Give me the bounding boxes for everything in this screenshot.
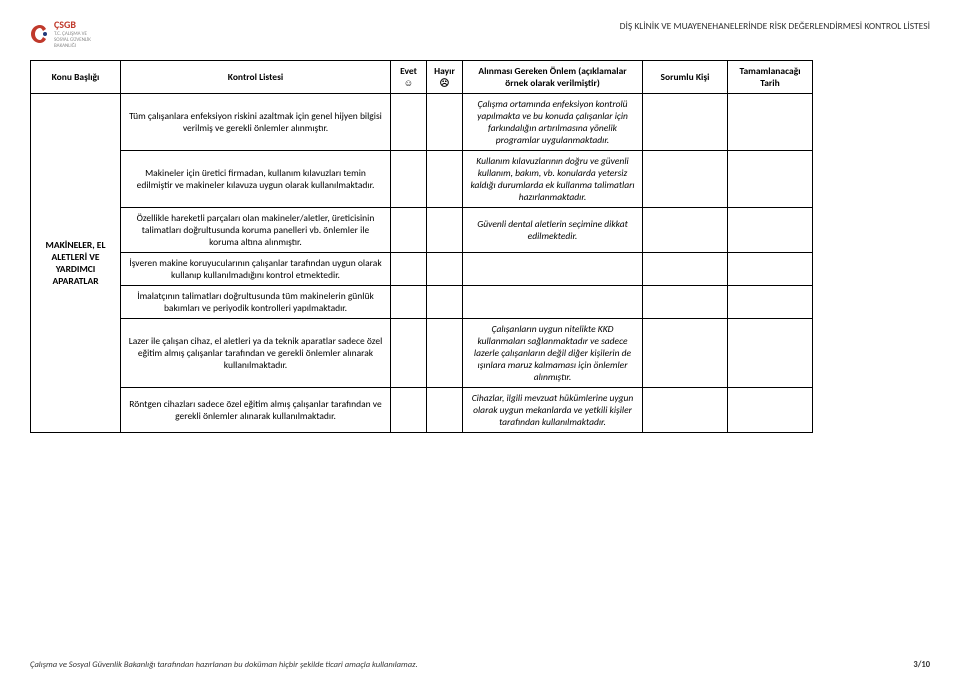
action-cell xyxy=(463,253,643,286)
smile-icon: ☺ xyxy=(404,77,414,89)
section-title-cell: MAKİNELER, EL ALETLERİ VE YARDIMCI APARA… xyxy=(31,94,121,433)
logo-subtext: BAKANLIĞI xyxy=(54,44,91,49)
action-cell xyxy=(463,286,643,319)
yes-cell[interactable] xyxy=(391,94,427,151)
yes-cell[interactable] xyxy=(391,319,427,388)
date-cell[interactable] xyxy=(728,94,813,151)
date-cell[interactable] xyxy=(728,208,813,253)
table-row: MAKİNELER, EL ALETLERİ VE YARDIMCI APARA… xyxy=(31,94,813,151)
col-header-responsible: Sorumlu Kişi xyxy=(643,61,728,94)
logo: ÇSGB T.C. ÇALIŞMA VE SOSYAL GÜVENLİK BAK… xyxy=(30,18,91,49)
col-header-checklist: Kontrol Listesi xyxy=(121,61,391,94)
table-row: Röntgen cihazları sadece özel eğitim alm… xyxy=(31,388,813,433)
responsible-cell[interactable] xyxy=(643,388,728,433)
col-header-topic: Konu Başlığı xyxy=(31,61,121,94)
checklist-cell: Özellikle hareketli parçaları olan makin… xyxy=(121,208,391,253)
logo-icon xyxy=(30,24,50,44)
checklist-cell: Tüm çalışanlara enfeksiyon riskini azalt… xyxy=(121,94,391,151)
action-cell: Cihazlar, ilgili mevzuat hükümlerine uyg… xyxy=(463,388,643,433)
table-row: Özellikle hareketli parçaları olan makin… xyxy=(31,208,813,253)
responsible-cell[interactable] xyxy=(643,286,728,319)
responsible-cell[interactable] xyxy=(643,319,728,388)
date-cell[interactable] xyxy=(728,151,813,208)
table-row: Lazer ile çalışan cihaz, el aletleri ya … xyxy=(31,319,813,388)
frown-icon: ☹ xyxy=(440,77,450,89)
no-cell[interactable] xyxy=(427,319,463,388)
checklist-cell: Lazer ile çalışan cihaz, el aletleri ya … xyxy=(121,319,391,388)
yes-cell[interactable] xyxy=(391,151,427,208)
no-label: Hayır xyxy=(433,65,456,77)
yes-cell[interactable] xyxy=(391,388,427,433)
page-number: 3/10 xyxy=(913,660,930,670)
checklist-cell: Makineler için üretici firmadan, kullanı… xyxy=(121,151,391,208)
checklist-cell: Röntgen cihazları sadece özel eğitim alm… xyxy=(121,388,391,433)
yes-cell[interactable] xyxy=(391,208,427,253)
col-header-action: Alınması Gereken Önlem (açıklamalar örne… xyxy=(463,61,643,94)
action-cell: Çalışma ortamında enfeksiyon kontrolü ya… xyxy=(463,94,643,151)
checklist-table: Konu Başlığı Kontrol Listesi Evet ☺ Hayı… xyxy=(30,60,813,433)
date-cell[interactable] xyxy=(728,319,813,388)
no-cell[interactable] xyxy=(427,94,463,151)
responsible-cell[interactable] xyxy=(643,208,728,253)
document-title: DİŞ KLİNİK VE MUAYENEHANELERİNDE RİSK DE… xyxy=(620,20,930,32)
checklist-cell: İşveren makine koruyucularının çalışanla… xyxy=(121,253,391,286)
responsible-cell[interactable] xyxy=(643,253,728,286)
date-cell[interactable] xyxy=(728,253,813,286)
table-row: İmalatçının talimatları doğrultusunda tü… xyxy=(31,286,813,319)
date-cell[interactable] xyxy=(728,286,813,319)
yes-cell[interactable] xyxy=(391,286,427,319)
action-cell: Güvenli dental aletlerin seçimine dikkat… xyxy=(463,208,643,253)
footer-disclaimer: Çalışma ve Sosyal Güvenlik Bakanlığı tar… xyxy=(30,660,418,670)
no-cell[interactable] xyxy=(427,286,463,319)
responsible-cell[interactable] xyxy=(643,94,728,151)
footer: Çalışma ve Sosyal Güvenlik Bakanlığı tar… xyxy=(30,660,930,670)
no-cell[interactable] xyxy=(427,208,463,253)
action-cell: Çalışanların uygun nitelikte KKD kullanm… xyxy=(463,319,643,388)
col-header-date: Tamamlanacağı Tarih xyxy=(728,61,813,94)
responsible-cell[interactable] xyxy=(643,151,728,208)
col-header-yes: Evet ☺ xyxy=(391,61,427,94)
date-cell[interactable] xyxy=(728,388,813,433)
action-cell: Kullanım kılavuzlarının doğru ve güvenli… xyxy=(463,151,643,208)
table-header-row: Konu Başlığı Kontrol Listesi Evet ☺ Hayı… xyxy=(31,61,813,94)
yes-cell[interactable] xyxy=(391,253,427,286)
table-row: Makineler için üretici firmadan, kullanı… xyxy=(31,151,813,208)
logo-text: ÇSGB xyxy=(54,18,91,31)
table-row: İşveren makine koruyucularının çalışanla… xyxy=(31,253,813,286)
table-body: MAKİNELER, EL ALETLERİ VE YARDIMCI APARA… xyxy=(31,94,813,433)
checklist-cell: İmalatçının talimatları doğrultusunda tü… xyxy=(121,286,391,319)
no-cell[interactable] xyxy=(427,388,463,433)
col-header-no: Hayır ☹ xyxy=(427,61,463,94)
no-cell[interactable] xyxy=(427,151,463,208)
no-cell[interactable] xyxy=(427,253,463,286)
yes-label: Evet xyxy=(397,65,420,77)
